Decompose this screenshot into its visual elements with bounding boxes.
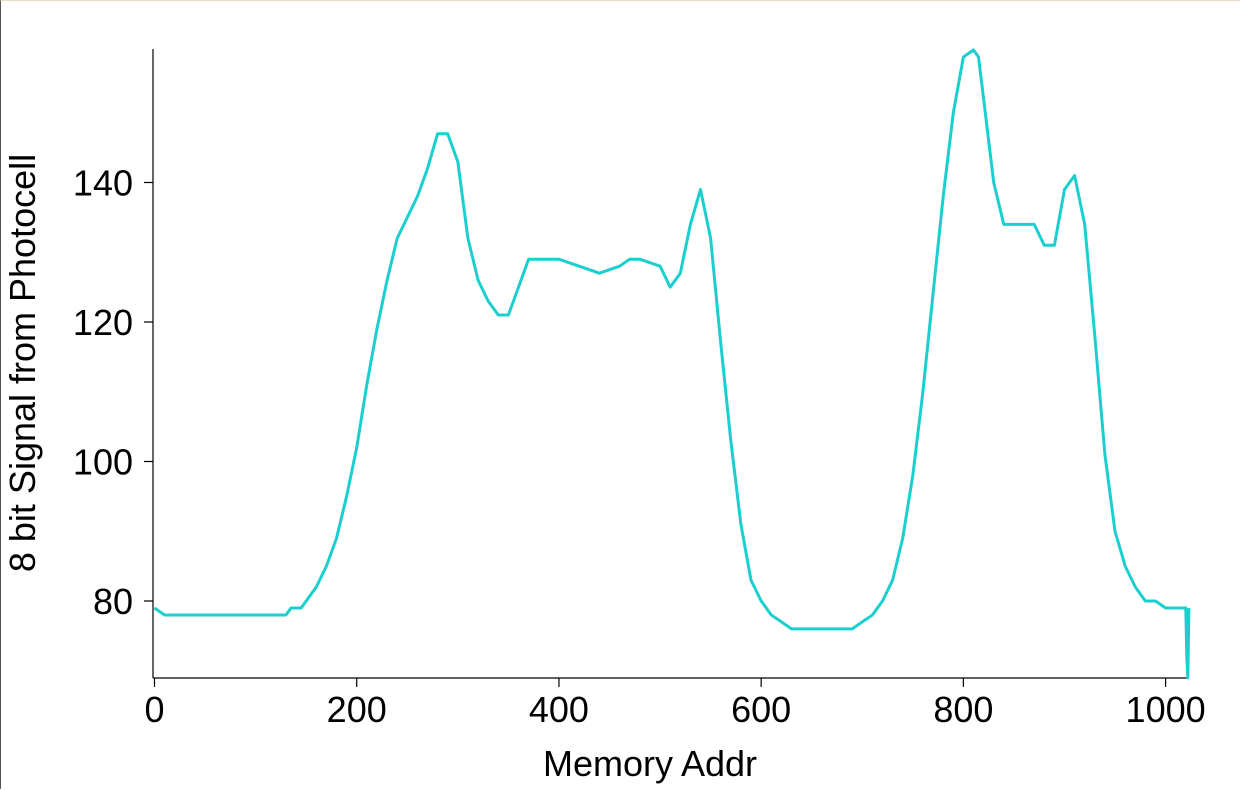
y-axis-ticks: 80 100 120 140 bbox=[73, 163, 153, 622]
y-tick-label: 80 bbox=[93, 581, 133, 622]
x-axis-title: Memory Addr bbox=[543, 743, 757, 784]
x-tick-label: 600 bbox=[731, 689, 791, 730]
y-tick-label: 100 bbox=[73, 442, 133, 483]
x-tick-label: 1000 bbox=[1126, 689, 1206, 730]
x-tick-label: 0 bbox=[144, 689, 164, 730]
series-line-photocell-signal bbox=[153, 48, 1191, 680]
y-axis-title: 8 bit Signal from Photocell bbox=[2, 154, 43, 572]
x-axis-ticks: 0 200 400 600 800 1000 bbox=[144, 678, 1206, 730]
x-tick-label: 800 bbox=[933, 689, 993, 730]
y-tick-label: 140 bbox=[73, 163, 133, 204]
y-tick-label: 120 bbox=[73, 302, 133, 343]
x-tick-label: 400 bbox=[529, 689, 589, 730]
x-tick-label: 200 bbox=[327, 689, 387, 730]
